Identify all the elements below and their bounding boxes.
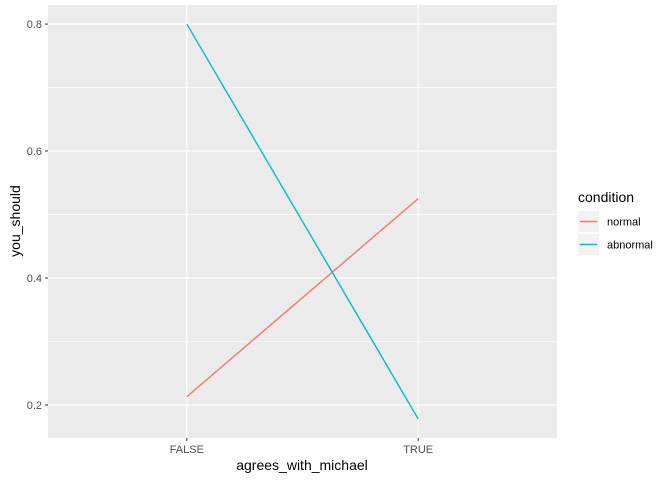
major-gridlines [48,5,557,438]
legend-title: condition [578,189,634,205]
y-axis: 0.2 0.4 0.6 0.8 [27,19,48,412]
series-line-normal [186,198,419,398]
y-tick-label: 0.4 [27,273,42,285]
x-tick-label: FALSE [170,444,204,456]
legend-label: normal [607,217,641,229]
legend-label: abnormal [607,240,653,252]
y-tick-label: 0.2 [27,400,42,412]
y-tick-label: 0.6 [27,146,42,158]
x-axis-title: agrees_with_michael [236,457,368,473]
y-tick-label: 0.8 [27,19,42,31]
legend: condition normal abnormal [578,189,653,255]
series-lines [186,23,419,420]
series-line-abnormal [186,23,419,420]
y-axis-title: you_should [7,185,23,257]
x-axis: FALSE TRUE [170,438,433,456]
minor-gridlines [48,87,557,342]
x-tick-label: TRUE [403,444,433,456]
